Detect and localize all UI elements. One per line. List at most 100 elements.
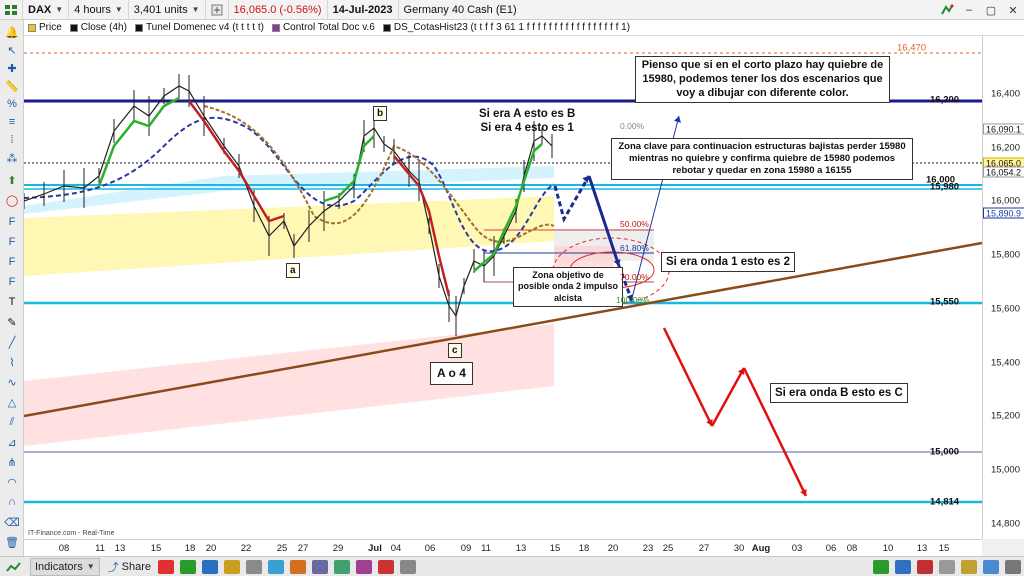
fib-projection-icon[interactable]: ⁂ xyxy=(6,152,18,165)
fib-retrace-icon[interactable]: ≡ xyxy=(8,116,16,128)
fib-extension-icon[interactable]: ⁞ xyxy=(10,134,14,146)
fib-fan-icon[interactable]: F xyxy=(8,216,16,228)
price-axis[interactable]: 16,400 16,200 16,000 15,800 15,600 15,400 15,2… xyxy=(982,36,1024,539)
date-tick: 08 xyxy=(846,543,858,554)
fib-channel-icon[interactable]: F xyxy=(8,276,16,288)
triangle-icon[interactable]: △ xyxy=(7,396,17,409)
close-icon[interactable]: ✕ xyxy=(1008,4,1018,17)
gann-icon[interactable]: ⊿ xyxy=(7,436,17,449)
price-tick: 16,000 xyxy=(990,195,1020,207)
trade-icon[interactable] xyxy=(377,559,394,574)
grid-icon[interactable] xyxy=(245,559,262,574)
layout-icon[interactable] xyxy=(289,559,306,574)
date-tick: 13 xyxy=(916,543,928,554)
legend-item[interactable]: Control Total Doc v.6 xyxy=(268,22,379,33)
trash-icon[interactable]: 🗑 xyxy=(5,536,19,549)
maximize-icon[interactable]: ▢ xyxy=(985,4,997,17)
share-button[interactable]: ⤴ Share xyxy=(104,558,155,576)
price-tick: 15,400 xyxy=(990,357,1020,368)
window-controls: – ▢ ✕ xyxy=(936,0,1024,20)
compare-icon[interactable] xyxy=(201,559,218,574)
blue-thin-arrowhead xyxy=(674,116,682,123)
red-arrowhead-1 xyxy=(706,419,713,426)
arc-icon[interactable]: ◠ xyxy=(7,476,17,489)
wave-icon[interactable]: ∿ xyxy=(7,376,17,389)
zoom-in-icon[interactable] xyxy=(873,559,889,574)
crosshair-icon[interactable]: ✚ xyxy=(7,62,17,75)
price-tick: 15,200 xyxy=(990,410,1020,422)
chart-canvas[interactable] xyxy=(24,36,982,539)
pattern-icon[interactable]: ⌇ xyxy=(9,356,15,369)
scanner-icon[interactable] xyxy=(355,559,372,574)
symbol-selector[interactable]: DAX ▼ xyxy=(23,0,70,20)
trend-line-icon[interactable]: ╱ xyxy=(8,336,16,349)
date-tick: 04 xyxy=(390,543,402,554)
date-tick: 30 xyxy=(733,543,745,554)
legend-swatch-icon xyxy=(28,23,36,32)
settings-icon[interactable] xyxy=(399,559,416,574)
alert-icon[interactable] xyxy=(206,0,229,20)
units-selector[interactable]: 3,401 units ▼ xyxy=(129,0,206,20)
pencil-icon[interactable]: ✎ xyxy=(7,316,17,329)
more-icon[interactable] xyxy=(1005,559,1021,574)
date-tick: 20 xyxy=(607,543,619,554)
ruler-icon[interactable]: 📏 xyxy=(5,80,19,93)
level-label-14814: 14,814 xyxy=(930,496,960,508)
fib-arc-icon[interactable]: F xyxy=(8,256,16,268)
fib-levels-icon[interactable]: % xyxy=(7,98,17,110)
legend-item[interactable]: Tunel Domenec v4 (t t t t t) xyxy=(131,22,268,33)
pitchfork-icon[interactable]: ⋔ xyxy=(7,456,17,469)
arrow-up-icon[interactable]: ⬆ xyxy=(7,174,17,187)
date-tick: 08 xyxy=(58,543,70,554)
magnet-icon[interactable]: ∩ xyxy=(8,496,16,508)
date-tick: 15 xyxy=(938,543,950,554)
legend-item[interactable]: Close (4h) xyxy=(66,22,131,33)
export-icon[interactable] xyxy=(333,559,350,574)
scroll-end-icon[interactable] xyxy=(917,559,933,574)
text-tool-icon[interactable]: T xyxy=(8,296,16,308)
date-axis[interactable]: 08 11 13 15 18 20 22 25 27 29 Jul 04 06 09 11 13 15 18 20 2… xyxy=(24,539,982,556)
price-marker: 16,054.2 xyxy=(983,166,1024,178)
date-tick: 18 xyxy=(578,543,590,554)
zoom-icon[interactable] xyxy=(267,559,284,574)
alert-bell-icon[interactable] xyxy=(223,559,240,574)
chart-type-icon[interactable] xyxy=(0,558,30,576)
ellipse-icon[interactable]: ◯ xyxy=(5,194,19,207)
price-chart[interactable]: IT-Finance.com - Real-Time b a c A o 4 S… xyxy=(24,36,982,539)
minimize-icon[interactable]: – xyxy=(965,4,973,16)
snapshot-icon[interactable] xyxy=(961,559,977,574)
drawing-color-icon[interactable] xyxy=(157,559,174,574)
date-tick: 10 xyxy=(882,543,894,554)
link-icon[interactable] xyxy=(983,559,999,574)
date-tick: 11 xyxy=(95,543,105,554)
date-value: 14-Jul-2023 xyxy=(332,3,393,16)
pin-icon[interactable]: 🔔 xyxy=(5,26,19,39)
level-label-16200: 16,200 xyxy=(930,94,960,106)
print-icon[interactable] xyxy=(939,559,955,574)
timeframe-selector[interactable]: 4 hours ▼ xyxy=(69,0,129,20)
buy-icon[interactable] xyxy=(179,559,196,574)
price-tick: 14,800 xyxy=(990,518,1020,530)
cursor-icon[interactable]: ↖ xyxy=(7,44,17,57)
units-label: 3,401 units xyxy=(133,3,188,16)
fib-label-0: 0.00% xyxy=(620,121,645,131)
legend-item[interactable]: DS_CotasHist23 (t t f f 3 61 1 f f f f f… xyxy=(379,22,634,33)
template-icon[interactable] xyxy=(311,559,328,574)
wave-label-c: c xyxy=(448,343,462,358)
fib-time-icon[interactable]: F xyxy=(8,236,16,248)
menu-grid-icon[interactable] xyxy=(0,0,23,20)
legend-label: Tunel Domenec v4 (t t t t t) xyxy=(145,22,264,33)
level-label-15980: 15,980 xyxy=(930,181,960,193)
legend-item[interactable]: Price xyxy=(24,22,66,33)
legend-label: Price xyxy=(39,22,62,33)
zoom-fit-icon[interactable] xyxy=(895,559,911,574)
flag-icon[interactable] xyxy=(936,0,958,20)
price-tick: 15,000 xyxy=(990,464,1020,476)
price-tick: 15,600 xyxy=(990,303,1020,315)
timeframe-label: 4 hours xyxy=(74,3,111,16)
eraser-icon[interactable]: ⌫ xyxy=(4,516,20,529)
channel-icon[interactable]: ⫽ xyxy=(9,415,15,428)
data-credit: IT-Finance.com - Real-Time xyxy=(28,530,115,537)
indicators-button[interactable]: Indicators ▼ xyxy=(30,557,100,576)
scenario-ab-note: Si era A esto es B Si era 4 esto es 1 xyxy=(479,108,576,135)
